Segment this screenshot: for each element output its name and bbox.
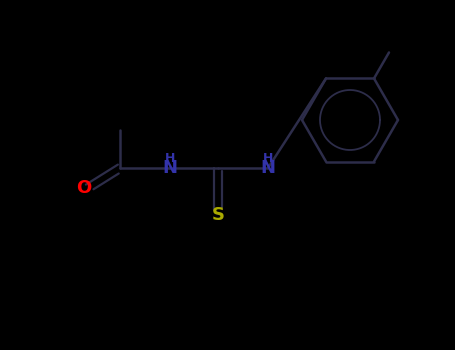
Text: S: S bbox=[212, 206, 224, 224]
Text: N: N bbox=[162, 159, 177, 177]
Text: N: N bbox=[261, 159, 275, 177]
Text: H: H bbox=[165, 152, 175, 164]
Text: H: H bbox=[263, 152, 273, 164]
Text: O: O bbox=[76, 179, 91, 197]
